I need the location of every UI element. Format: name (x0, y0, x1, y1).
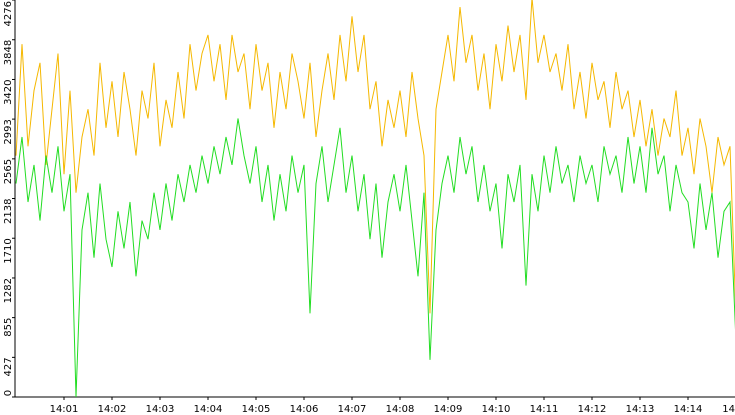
series-line (15, 0, 735, 314)
y-tick-label: 2138 (3, 199, 14, 224)
x-tick-label: 14:12 (578, 404, 607, 415)
x-tick-label: 14 (722, 404, 735, 415)
x-tick-label: 14:09 (434, 404, 463, 415)
x-tick-label: 14:06 (290, 404, 319, 415)
y-tick-label: 0 (3, 390, 14, 396)
y-tick-label: 3848 (3, 40, 14, 65)
y-tick-label: 427 (3, 357, 14, 376)
y-tick-label: 855 (3, 318, 14, 337)
y-tick-label: 1710 (3, 238, 14, 263)
x-tick-label: 14:05 (242, 404, 271, 415)
x-tick-label: 14:14 (674, 404, 703, 415)
x-tick-label: 14:11 (530, 404, 559, 415)
x-tick-label: 14:04 (194, 404, 223, 415)
series-line (15, 118, 735, 398)
y-tick-label: 2565 (3, 159, 14, 184)
x-tick-label: 14:08 (386, 404, 415, 415)
x-tick-label: 14:03 (146, 404, 175, 415)
x-tick-label: 14:13 (626, 404, 655, 415)
y-tick-label: 4276 (3, 1, 14, 26)
x-tick-label: 14:07 (338, 404, 367, 415)
y-tick-label: 2993 (3, 119, 14, 144)
x-tick-label: 14:01 (50, 404, 79, 415)
y-tick-label: 3420 (3, 79, 14, 104)
y-tick-label: 1282 (3, 278, 14, 303)
x-tick-label: 14:10 (482, 404, 511, 415)
x-tick-label: 14:02 (98, 404, 127, 415)
